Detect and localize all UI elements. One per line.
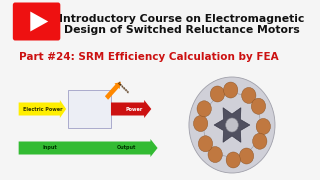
FancyArrow shape (19, 100, 66, 118)
Circle shape (251, 98, 266, 114)
Circle shape (210, 86, 225, 102)
FancyBboxPatch shape (68, 90, 111, 128)
Circle shape (239, 148, 254, 164)
Text: Design of Switched Reluctance Motors: Design of Switched Reluctance Motors (64, 25, 300, 35)
Circle shape (226, 118, 238, 132)
Circle shape (256, 118, 270, 134)
FancyArrow shape (111, 100, 151, 118)
Polygon shape (214, 108, 250, 142)
FancyArrow shape (105, 82, 121, 100)
Circle shape (252, 133, 267, 149)
Text: Power: Power (126, 107, 143, 111)
Text: Introductory Course on Electromagnetic: Introductory Course on Electromagnetic (59, 14, 304, 24)
Circle shape (197, 101, 211, 117)
Circle shape (198, 136, 213, 152)
Circle shape (226, 152, 240, 168)
Text: Part #24: SRM Efficiency Calculation by FEA: Part #24: SRM Efficiency Calculation by … (19, 52, 278, 62)
Text: Output: Output (116, 145, 136, 150)
Circle shape (242, 87, 256, 104)
FancyBboxPatch shape (13, 3, 60, 40)
Text: Electric Power: Electric Power (23, 107, 63, 111)
Circle shape (194, 116, 208, 132)
Circle shape (223, 82, 238, 98)
Text: Input: Input (43, 145, 57, 150)
Text: Losses: Losses (116, 81, 130, 95)
Circle shape (189, 77, 275, 173)
Circle shape (208, 147, 222, 163)
FancyArrow shape (19, 139, 157, 157)
Polygon shape (30, 12, 48, 31)
